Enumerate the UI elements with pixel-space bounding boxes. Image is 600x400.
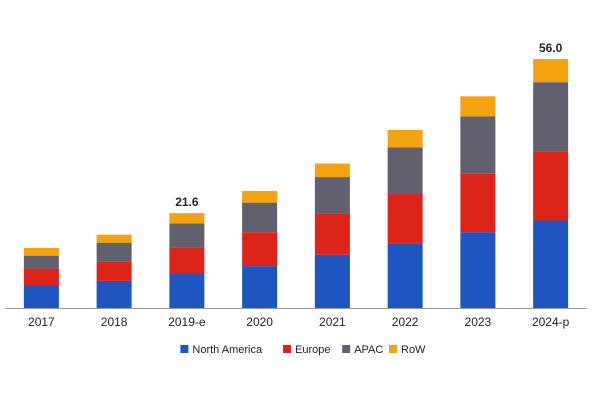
bar-2023-apac: [460, 116, 496, 174]
bar-2018-europe: [96, 261, 132, 281]
legend: North America Europe APAC RoW: [180, 344, 426, 356]
bars-group: [23, 59, 569, 308]
bar-2024-p-north-america: [533, 220, 569, 308]
bar-2017-row: [23, 247, 59, 256]
x-tick-label: 2022: [392, 315, 419, 329]
bar-2020-europe: [242, 232, 278, 267]
legend-label: APAC: [354, 344, 383, 356]
legend-swatch: [180, 345, 189, 353]
bar-2022-europe: [387, 194, 423, 244]
legend-item-row: RoW: [389, 344, 426, 356]
legend-item-europe: Europe: [283, 344, 330, 356]
bar-2017-apac: [23, 255, 59, 269]
legend-swatch: [342, 345, 351, 353]
bar-2024-p-row: [533, 59, 569, 83]
bar-2021-europe: [314, 213, 350, 255]
bar-2021-row: [314, 163, 350, 178]
bar-2019-e-apac: [169, 223, 205, 248]
x-tick-label: 2020: [246, 315, 273, 329]
bar-2018-apac: [96, 242, 132, 262]
x-tick-labels: 2017 2018 2019-e 2020 2021 2022 2023 2024-p: [28, 315, 570, 329]
data-label-2024-p: 56.0: [539, 41, 563, 55]
bar-2017-europe: [23, 268, 59, 286]
bar-2020-apac: [242, 202, 278, 233]
x-tick-label: 2021: [319, 315, 346, 329]
legend-item-apac: APAC: [342, 344, 383, 356]
x-tick-label: 2019-e: [168, 315, 206, 329]
bar-2023-europe: [460, 173, 496, 233]
bar-2024-p-apac: [533, 82, 569, 152]
x-tick-label: 2017: [28, 315, 55, 329]
legend-label: Europe: [295, 344, 330, 356]
legend-label: RoW: [401, 344, 426, 356]
bar-2017-north-america: [23, 285, 59, 308]
legend-label: North America: [192, 344, 263, 356]
bar-2020-row: [242, 190, 278, 203]
data-labels: 21.6 56.0: [175, 41, 562, 209]
x-tick-label: 2023: [465, 315, 492, 329]
bar-2021-north-america: [314, 254, 350, 308]
bar-2018-row: [96, 234, 132, 243]
bar-2023-north-america: [460, 232, 496, 308]
legend-item-north-america: North America: [180, 344, 263, 356]
bar-2023-row: [460, 96, 496, 117]
data-label-2019-e: 21.6: [175, 195, 199, 209]
bar-2021-apac: [314, 177, 350, 214]
bar-2018-north-america: [96, 280, 132, 308]
bar-2019-e-north-america: [169, 273, 205, 308]
bar-2019-e-row: [169, 213, 205, 224]
x-tick-label: 2024-p: [532, 315, 570, 329]
bar-2024-p-europe: [533, 151, 569, 221]
x-tick-label: 2018: [101, 315, 128, 329]
bar-2019-e-europe: [169, 247, 205, 274]
bar-2022-apac: [387, 147, 423, 195]
legend-swatch: [389, 345, 397, 353]
legend-swatch: [283, 345, 291, 353]
bar-2020-north-america: [242, 266, 278, 308]
bar-2022-north-america: [387, 243, 423, 308]
bar-2022-row: [387, 129, 423, 148]
